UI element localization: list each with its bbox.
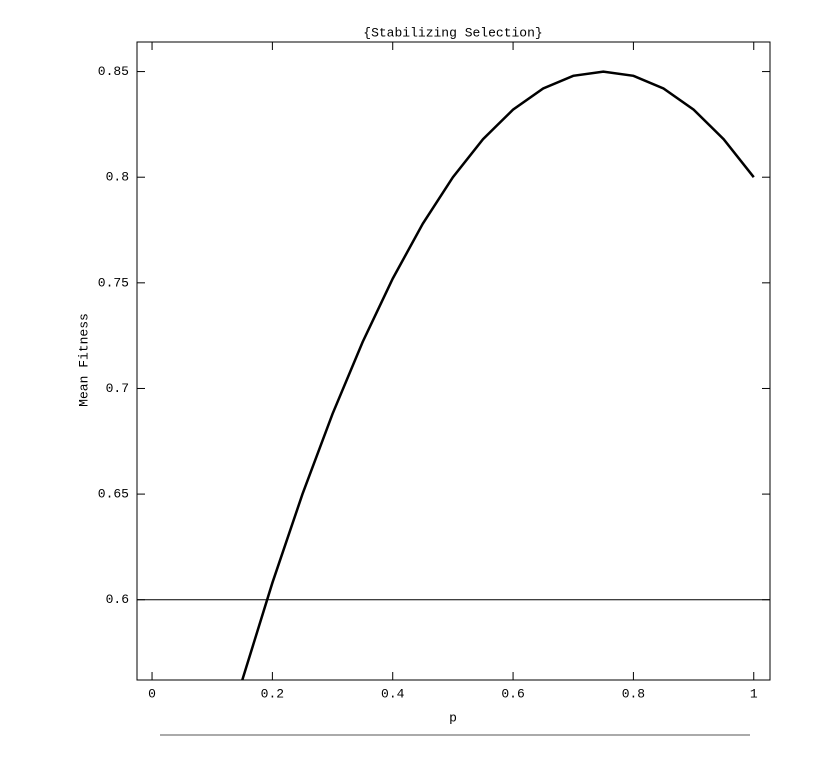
y-tick-label: 0.85 xyxy=(98,64,129,79)
x-tick-label: 0.8 xyxy=(622,686,645,701)
data-line xyxy=(241,70,755,680)
x-axis-label: p xyxy=(449,710,457,725)
y-tick-label: 0.65 xyxy=(98,487,129,502)
x-tick-label: 0.6 xyxy=(501,686,524,701)
y-tick-label: 0.7 xyxy=(106,381,129,396)
chart-title: {Stabilizing Selection} xyxy=(363,25,542,40)
x-tick-label: 1 xyxy=(750,686,758,701)
y-tick-label: 0.8 xyxy=(106,170,129,185)
x-tick-label: 0 xyxy=(148,686,156,701)
y-axis-label: Mean Fitness xyxy=(76,313,91,407)
y-tick-label: 0.75 xyxy=(98,275,129,290)
x-tick-label: 0.2 xyxy=(261,686,284,701)
plot-frame xyxy=(136,41,771,681)
x-tick-label: 0.4 xyxy=(381,686,405,701)
y-tick-label: 0.6 xyxy=(106,592,129,607)
